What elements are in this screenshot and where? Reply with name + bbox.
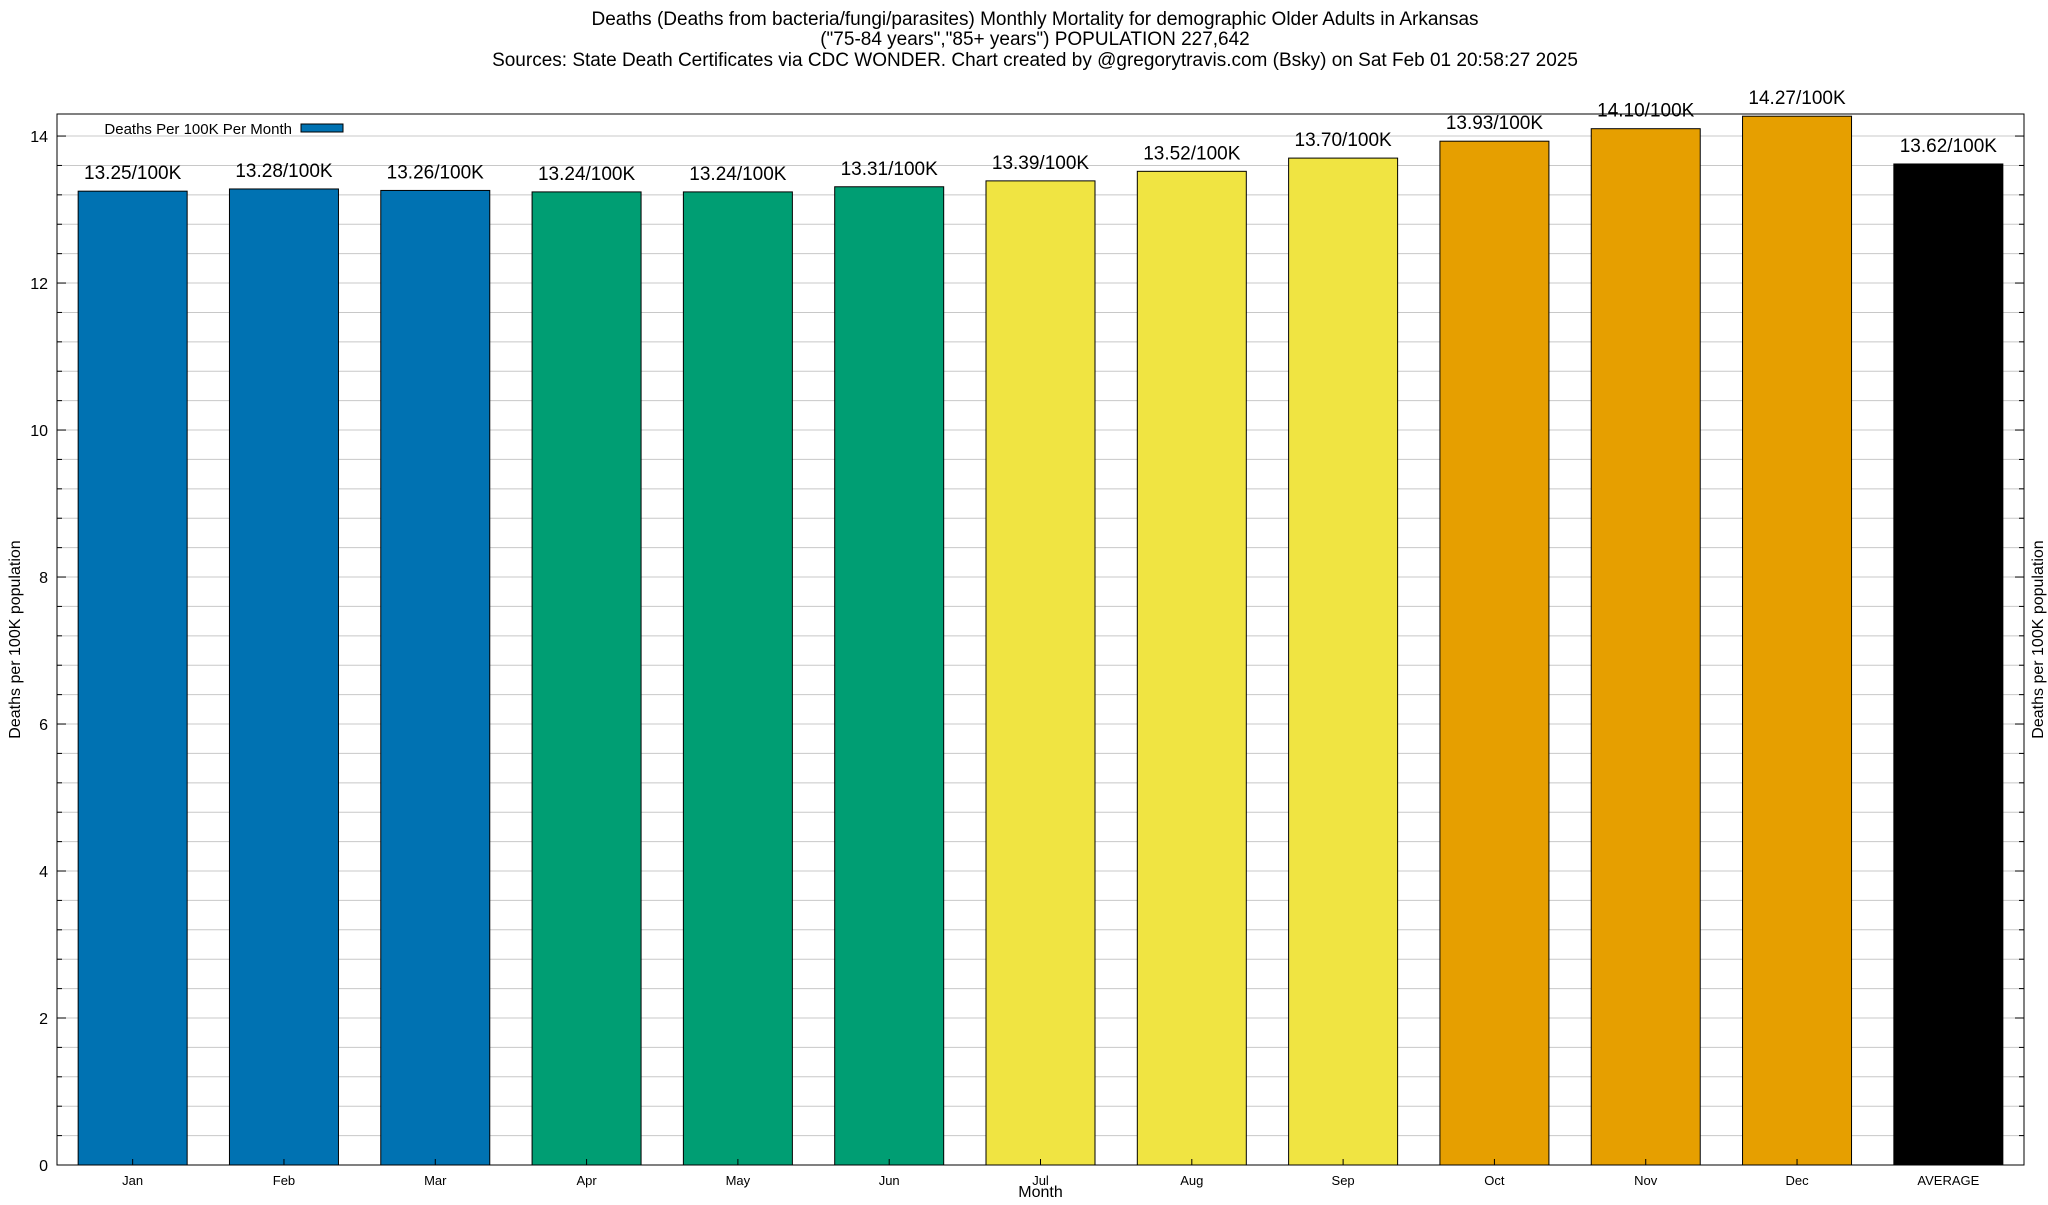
bar-feb xyxy=(228,188,339,1166)
bar-value-label: 13.24/100K xyxy=(689,164,787,185)
bar-value-label: 13.31/100K xyxy=(841,159,939,180)
legend-label: Deaths Per 100K Per Month xyxy=(104,121,292,138)
x-axis-ticks: Jan Feb Mar Apr May Jun Jul Aug Sep Oct Nov Dec AVER… xyxy=(122,1159,1980,1188)
bar-value-label: 13.39/100K xyxy=(992,153,1090,174)
bar-jun xyxy=(834,186,945,1166)
bar-value-label: 13.52/100K xyxy=(1143,143,1241,164)
x-tick-label: Jan xyxy=(122,1173,143,1188)
y-tick-label: 10 xyxy=(30,423,48,440)
y-tick-label: 4 xyxy=(39,864,48,881)
x-axis-label: Month xyxy=(1018,1184,1062,1200)
bar-jul xyxy=(985,180,1096,1166)
bar-aug xyxy=(1136,170,1247,1166)
x-tick-label: Nov xyxy=(1634,1173,1658,1188)
legend-swatch xyxy=(300,123,344,133)
bar-value-label: 13.25/100K xyxy=(84,163,182,184)
title-line-3: Sources: State Death Certificates via CD… xyxy=(492,50,1578,71)
x-tick-label: Apr xyxy=(576,1173,597,1188)
x-tick-label: Dec xyxy=(1785,1173,1809,1188)
y-tick-label: 8 xyxy=(39,570,48,587)
bar-jan xyxy=(77,190,188,1166)
chart-title: Deaths (Deaths from bacteria/fungi/paras… xyxy=(492,9,1578,71)
bar-dec xyxy=(1742,115,1853,1166)
x-tick-label: Jun xyxy=(879,1173,900,1188)
legend: Deaths Per 100K Per Month xyxy=(104,121,344,138)
bar-apr xyxy=(531,191,642,1166)
bar-value-label: 13.93/100K xyxy=(1446,113,1544,134)
x-tick-label: Jul xyxy=(1032,1173,1049,1188)
bar-value-label: 13.26/100K xyxy=(387,162,485,183)
y-axis-label: Deaths per 100K population xyxy=(7,540,24,738)
bar-value-label: 14.10/100K xyxy=(1597,101,1695,122)
x-tick-label: Oct xyxy=(1484,1173,1505,1188)
bar-oct xyxy=(1439,140,1550,1166)
y-tick-label: 0 xyxy=(39,1158,48,1175)
y-axis-label-right: Deaths per 100K population xyxy=(2030,540,2047,738)
bar-value-label: 13.70/100K xyxy=(1295,130,1393,151)
bar-value-label: 13.24/100K xyxy=(538,164,636,185)
y-tick-label: 12 xyxy=(30,276,48,293)
bar-average xyxy=(1893,163,2004,1166)
y-tick-label: 6 xyxy=(39,717,48,734)
bar-value-label: 14.27/100K xyxy=(1748,88,1846,109)
bars: 13.25/100K 13.28/100K 13.26/100K 13.24/100K… xyxy=(77,88,2004,1166)
title-line-1: Deaths (Deaths from bacteria/fungi/paras… xyxy=(591,9,1478,30)
x-tick-label: Mar xyxy=(424,1173,447,1188)
y-tick-label: 2 xyxy=(39,1011,48,1028)
bar-mar xyxy=(380,189,491,1166)
x-tick-label: Feb xyxy=(273,1173,295,1188)
y-axis-ticks: 0 2 4 6 8 10 12 14 xyxy=(30,129,2024,1175)
bar-may xyxy=(682,191,793,1166)
y-tick-label: 14 xyxy=(30,129,48,146)
bar-sep xyxy=(1288,157,1399,1166)
x-tick-label: Sep xyxy=(1332,1173,1355,1188)
x-tick-label: AVERAGE xyxy=(1917,1173,1979,1188)
title-line-2: ("75-84 years","85+ years") POPULATION 2… xyxy=(820,29,1250,50)
bar-value-label: 13.28/100K xyxy=(235,161,333,182)
x-tick-label: May xyxy=(726,1173,751,1188)
bar-value-label: 13.62/100K xyxy=(1900,136,1998,157)
x-tick-label: Aug xyxy=(1180,1173,1203,1188)
bar-nov xyxy=(1590,128,1701,1166)
